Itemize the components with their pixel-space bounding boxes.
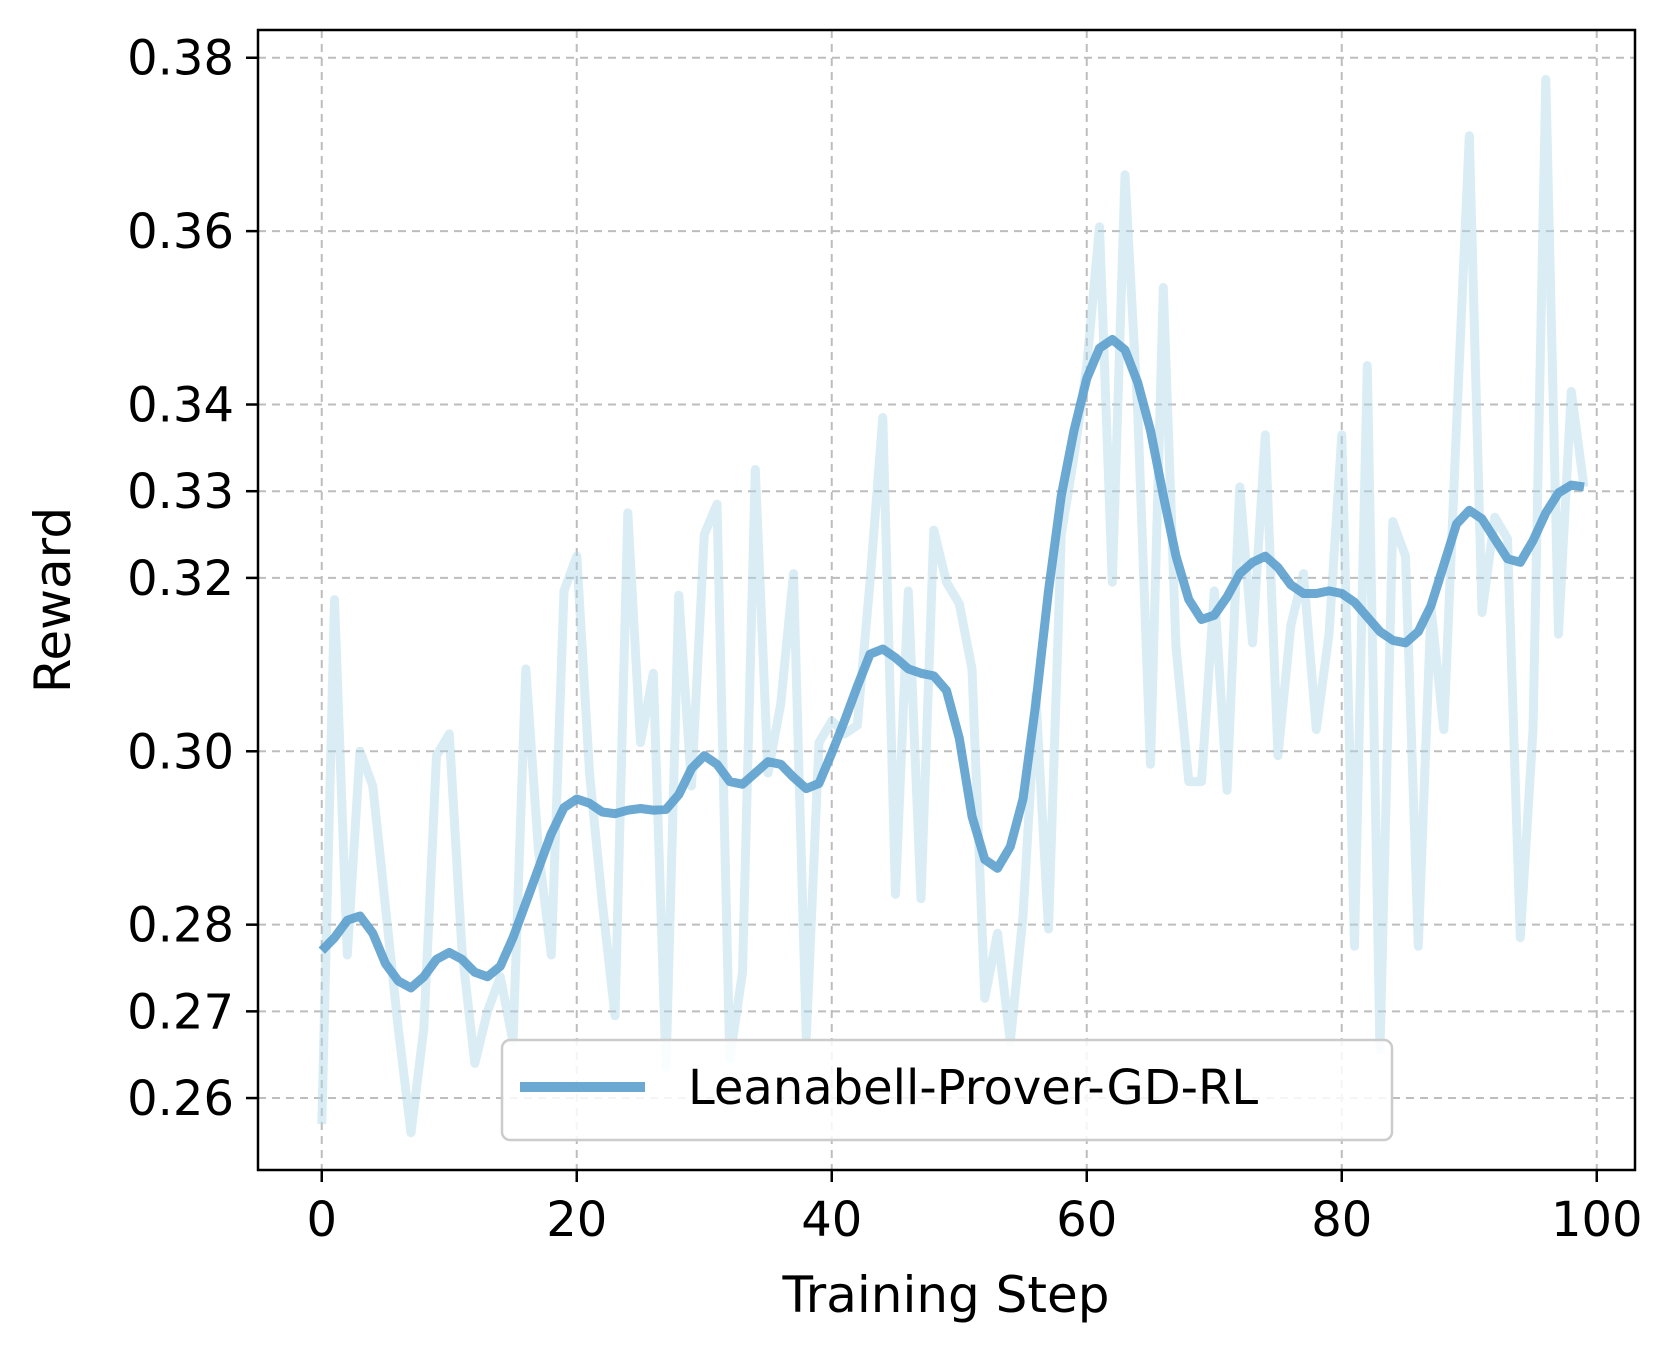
series-layer	[317, 74, 1589, 1138]
y-tick-label: 0.32	[127, 551, 234, 607]
x-axis-label: Training Step	[781, 1266, 1109, 1324]
y-tick-label: 0.38	[127, 31, 234, 87]
y-tick-label: 0.27	[127, 984, 234, 1040]
x-tick-label: 40	[801, 1192, 862, 1248]
y-tick-label: 0.28	[127, 898, 234, 954]
y-axis-ticks: 0.26 0.27 0.28 0.30 0.32 0.33 0.34 0.36 0.38	[127, 31, 258, 1127]
x-tick-label: 0	[306, 1192, 337, 1248]
legend-box	[500, 1038, 1394, 1142]
y-tick-label: 0.34	[127, 378, 234, 434]
legend: Leanabell-Prover-GD-RL	[500, 1038, 1394, 1142]
x-axis-ticks: 0 20 40 60 80 100	[306, 1170, 1643, 1248]
x-gridlines	[320, 30, 1598, 1170]
y-tick-label: 0.36	[127, 204, 234, 260]
y-tick-label: 0.26	[127, 1071, 234, 1127]
y-tick-label: 0.30	[127, 724, 234, 780]
smoothed-reward-line	[318, 335, 1585, 993]
legend-label: Leanabell-Prover-GD-RL	[688, 1060, 1258, 1116]
y-tick-label: 0.33	[127, 464, 234, 520]
x-tick-label: 60	[1056, 1192, 1117, 1248]
x-tick-label: 20	[546, 1192, 607, 1248]
x-tick-label: 100	[1551, 1192, 1643, 1248]
raw-reward-line	[317, 74, 1589, 1138]
y-axis-label: Reward	[24, 507, 82, 693]
plot-frame	[256, 28, 1637, 1172]
x-tick-label: 80	[1311, 1192, 1372, 1248]
